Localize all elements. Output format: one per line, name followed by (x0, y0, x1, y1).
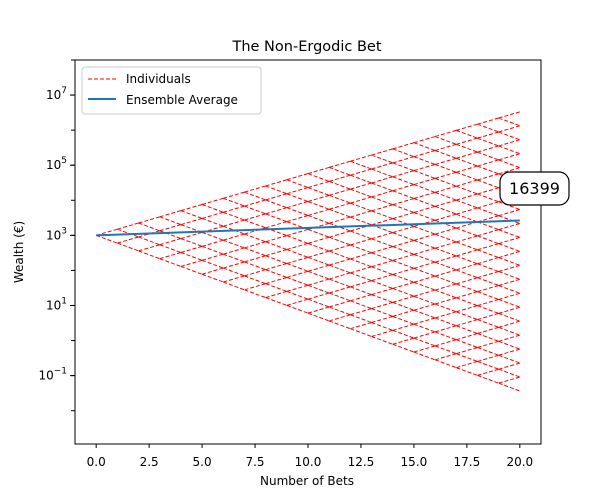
legend-box (81, 66, 262, 115)
callout-value: 16399 (509, 179, 560, 198)
individual-paths (96, 111, 520, 392)
legend-ensemble-label: Ensemble Average (126, 93, 238, 107)
y-tick-label: 103 (46, 226, 67, 242)
y-tick-label: 107 (46, 86, 67, 102)
x-tick-label: 10.0 (295, 455, 322, 469)
y-axis: 107 105 103 101 10−1 (38, 59, 75, 412)
callout-box (499, 171, 570, 206)
x-tick-label: 0.0 (87, 455, 106, 469)
y-tick-label: 105 (46, 156, 67, 172)
final-value-callout: 16399 (499, 171, 570, 206)
y-axis-label: Wealth (€) (12, 221, 26, 283)
plot-area (74, 59, 542, 445)
x-tick-label: 5.0 (193, 455, 212, 469)
x-axis: 0.0 2.5 5.0 7.5 10.0 12.5 15.0 17.5 20.0 (87, 444, 533, 469)
x-tick-label: 15.0 (401, 455, 428, 469)
x-tick-label: 20.0 (506, 455, 533, 469)
chart-title: The Non-Ergodic Bet (231, 39, 381, 55)
legend-individuals-label: Individuals (126, 72, 191, 86)
ensemble-average-line (96, 219, 520, 237)
individual-path (96, 111, 520, 392)
x-axis-label: Number of Bets (260, 474, 354, 488)
x-tick-label: 2.5 (140, 455, 159, 469)
x-tick-label: 7.5 (245, 455, 264, 469)
x-tick-label: 17.5 (454, 455, 481, 469)
y-tick-label: 101 (46, 296, 67, 312)
y-tick-label: 10−1 (38, 367, 67, 383)
x-tick-label: 12.5 (348, 455, 375, 469)
legend: Individuals Ensemble Average (81, 66, 262, 115)
